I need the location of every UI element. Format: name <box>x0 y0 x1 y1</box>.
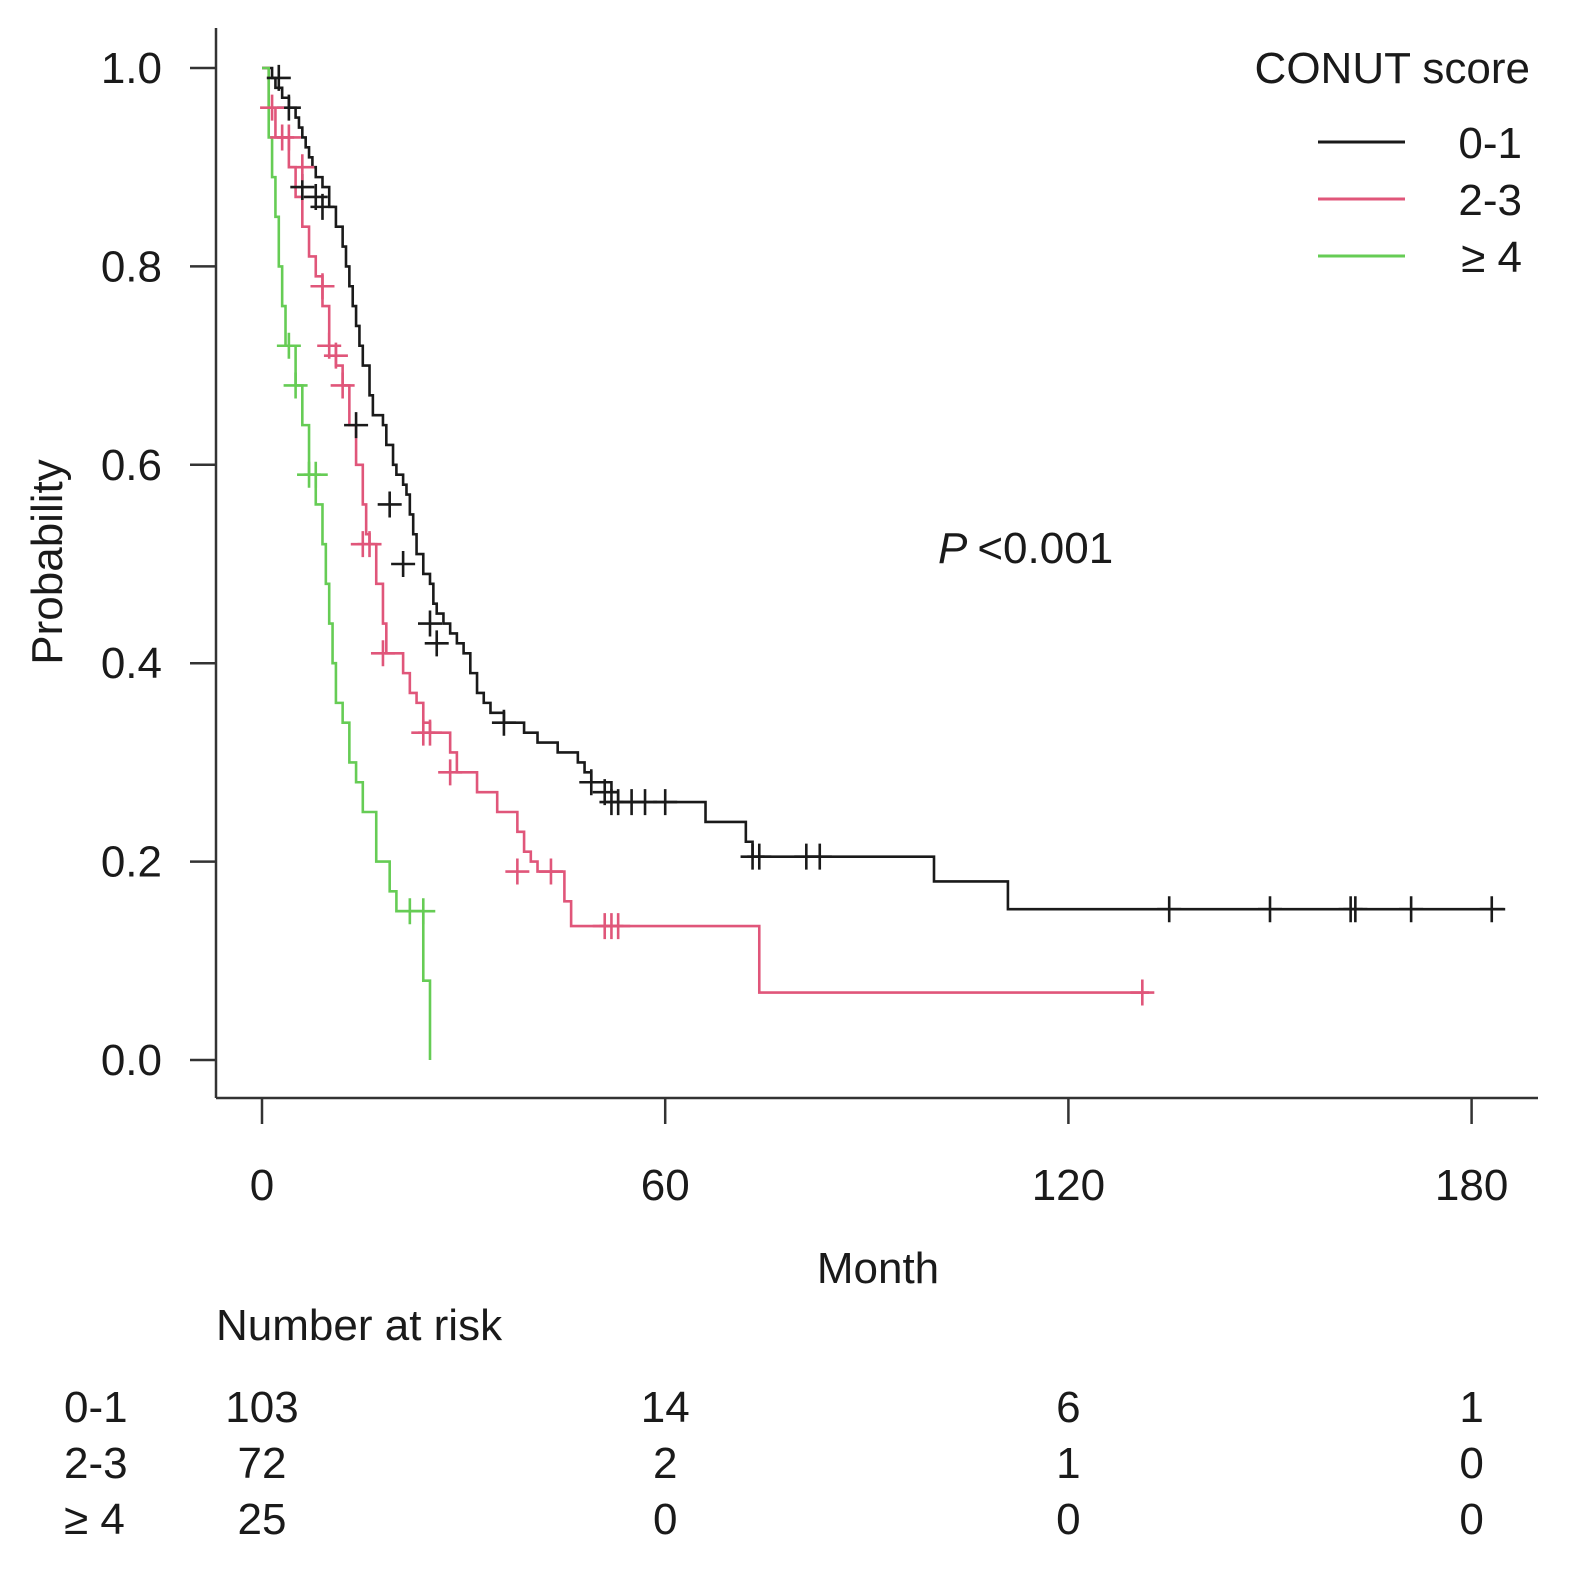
x-tick-label: 120 <box>1032 1161 1105 1210</box>
legend-label-0-1: 0-1 <box>1458 119 1522 168</box>
censor-mark-2-3 <box>323 342 348 369</box>
censor-mark-2-3 <box>538 858 563 885</box>
legend-label-ge4: ≥ 4 <box>1461 233 1522 282</box>
x-axis-label: Month <box>817 1244 939 1293</box>
x-tick-label: 0 <box>250 1161 274 1210</box>
risk-table: Number at risk 0-1 103 14 6 1 2-3 72 2 1 0 ≥ 4 25 0 0… <box>64 1301 1484 1544</box>
risk-table-title: Number at risk <box>216 1301 503 1350</box>
y-tick-label: 0.2 <box>101 838 162 887</box>
risk-value-0-1: 14 <box>641 1383 690 1432</box>
censor-mark-0-1 <box>310 193 335 220</box>
risk-value-0-1: 6 <box>1056 1383 1080 1432</box>
y-tick-label: 0.6 <box>101 441 162 490</box>
censor-mark-0-1 <box>1479 896 1504 923</box>
x-tick-label: 60 <box>641 1161 690 1210</box>
p-value-annotation: P <0.001 <box>938 524 1113 573</box>
y-tick-label: 0.8 <box>101 242 162 291</box>
censor-mark-ge4 <box>411 898 436 925</box>
censor-marks <box>260 64 1504 1006</box>
censor-mark-0-1 <box>418 610 442 637</box>
censor-mark-0-1 <box>266 64 291 91</box>
risk-value-0-1: 1 <box>1459 1383 1483 1432</box>
censor-mark-0-1 <box>491 709 516 736</box>
censor-mark-0-1 <box>1399 896 1424 923</box>
risk-value-2-3: 2 <box>653 1439 677 1488</box>
censor-mark-0-1 <box>653 789 678 816</box>
censor-mark-2-3 <box>1130 979 1155 1006</box>
legend: CONUT score 0-1 2-3 ≥ 4 <box>1255 44 1530 282</box>
censor-mark-0-1 <box>424 630 449 657</box>
plot-frame <box>214 28 1538 1100</box>
risk-value-ge4: 0 <box>653 1495 677 1544</box>
y-tick-label: 1.0 <box>101 44 162 93</box>
censor-mark-2-3 <box>370 640 395 667</box>
y-tick-label: 0.0 <box>101 1036 162 1085</box>
x-tick-label: 180 <box>1435 1161 1508 1210</box>
risk-row-label-ge4: ≥ 4 <box>64 1495 125 1544</box>
legend-title: CONUT score <box>1255 44 1530 93</box>
x-axis: 0 60 120 180 <box>250 1098 1508 1210</box>
risk-value-0-1: 103 <box>225 1383 298 1432</box>
legend-label-2-3: 2-3 <box>1458 176 1522 225</box>
censor-mark-2-3 <box>330 372 355 399</box>
censor-mark-2-3 <box>310 273 335 300</box>
censor-mark-0-1 <box>807 843 832 870</box>
censor-mark-2-3 <box>505 858 530 885</box>
risk-row-label-0-1: 0-1 <box>64 1383 128 1432</box>
p-value: <0.001 <box>977 524 1113 573</box>
censor-mark-ge4 <box>283 372 308 399</box>
censor-mark-0-1 <box>377 491 402 518</box>
censor-mark-0-1 <box>633 789 658 816</box>
y-axis: 0.0 0.2 0.4 0.6 0.8 1.0 <box>101 44 216 1085</box>
censor-mark-2-3 <box>418 719 442 746</box>
censor-mark-0-1 <box>1258 896 1282 923</box>
risk-value-ge4: 0 <box>1056 1495 1080 1544</box>
censor-mark-ge4 <box>276 332 301 359</box>
curve-ge4 <box>262 66 432 1060</box>
risk-value-ge4: 25 <box>238 1495 287 1544</box>
censor-mark-0-1 <box>391 551 416 577</box>
censor-mark-2-3 <box>438 759 463 786</box>
risk-value-2-3: 0 <box>1459 1439 1483 1488</box>
censor-mark-0-1 <box>747 843 772 870</box>
curve-2-3 <box>262 66 1150 994</box>
risk-value-ge4: 0 <box>1459 1495 1483 1544</box>
censor-mark-0-1 <box>579 769 604 796</box>
risk-value-2-3: 72 <box>238 1439 287 1488</box>
censor-mark-2-3 <box>606 913 631 940</box>
risk-row-label-2-3: 2-3 <box>64 1439 128 1488</box>
curve-0-1 <box>262 66 1506 911</box>
y-tick-label: 0.4 <box>101 639 162 688</box>
censor-mark-0-1 <box>344 412 369 439</box>
censor-mark-ge4 <box>303 461 328 488</box>
censor-mark-0-1 <box>1157 896 1182 923</box>
censor-mark-2-3 <box>290 154 315 181</box>
censor-mark-2-3 <box>357 531 382 558</box>
censor-mark-2-3 <box>260 94 285 121</box>
y-axis-label: Probability <box>23 459 72 664</box>
censor-mark-0-1 <box>1343 896 1368 923</box>
survival-curves <box>262 66 1506 1060</box>
censor-mark-2-3 <box>276 124 301 151</box>
p-label: P <box>938 524 968 573</box>
risk-value-2-3: 1 <box>1056 1439 1080 1488</box>
